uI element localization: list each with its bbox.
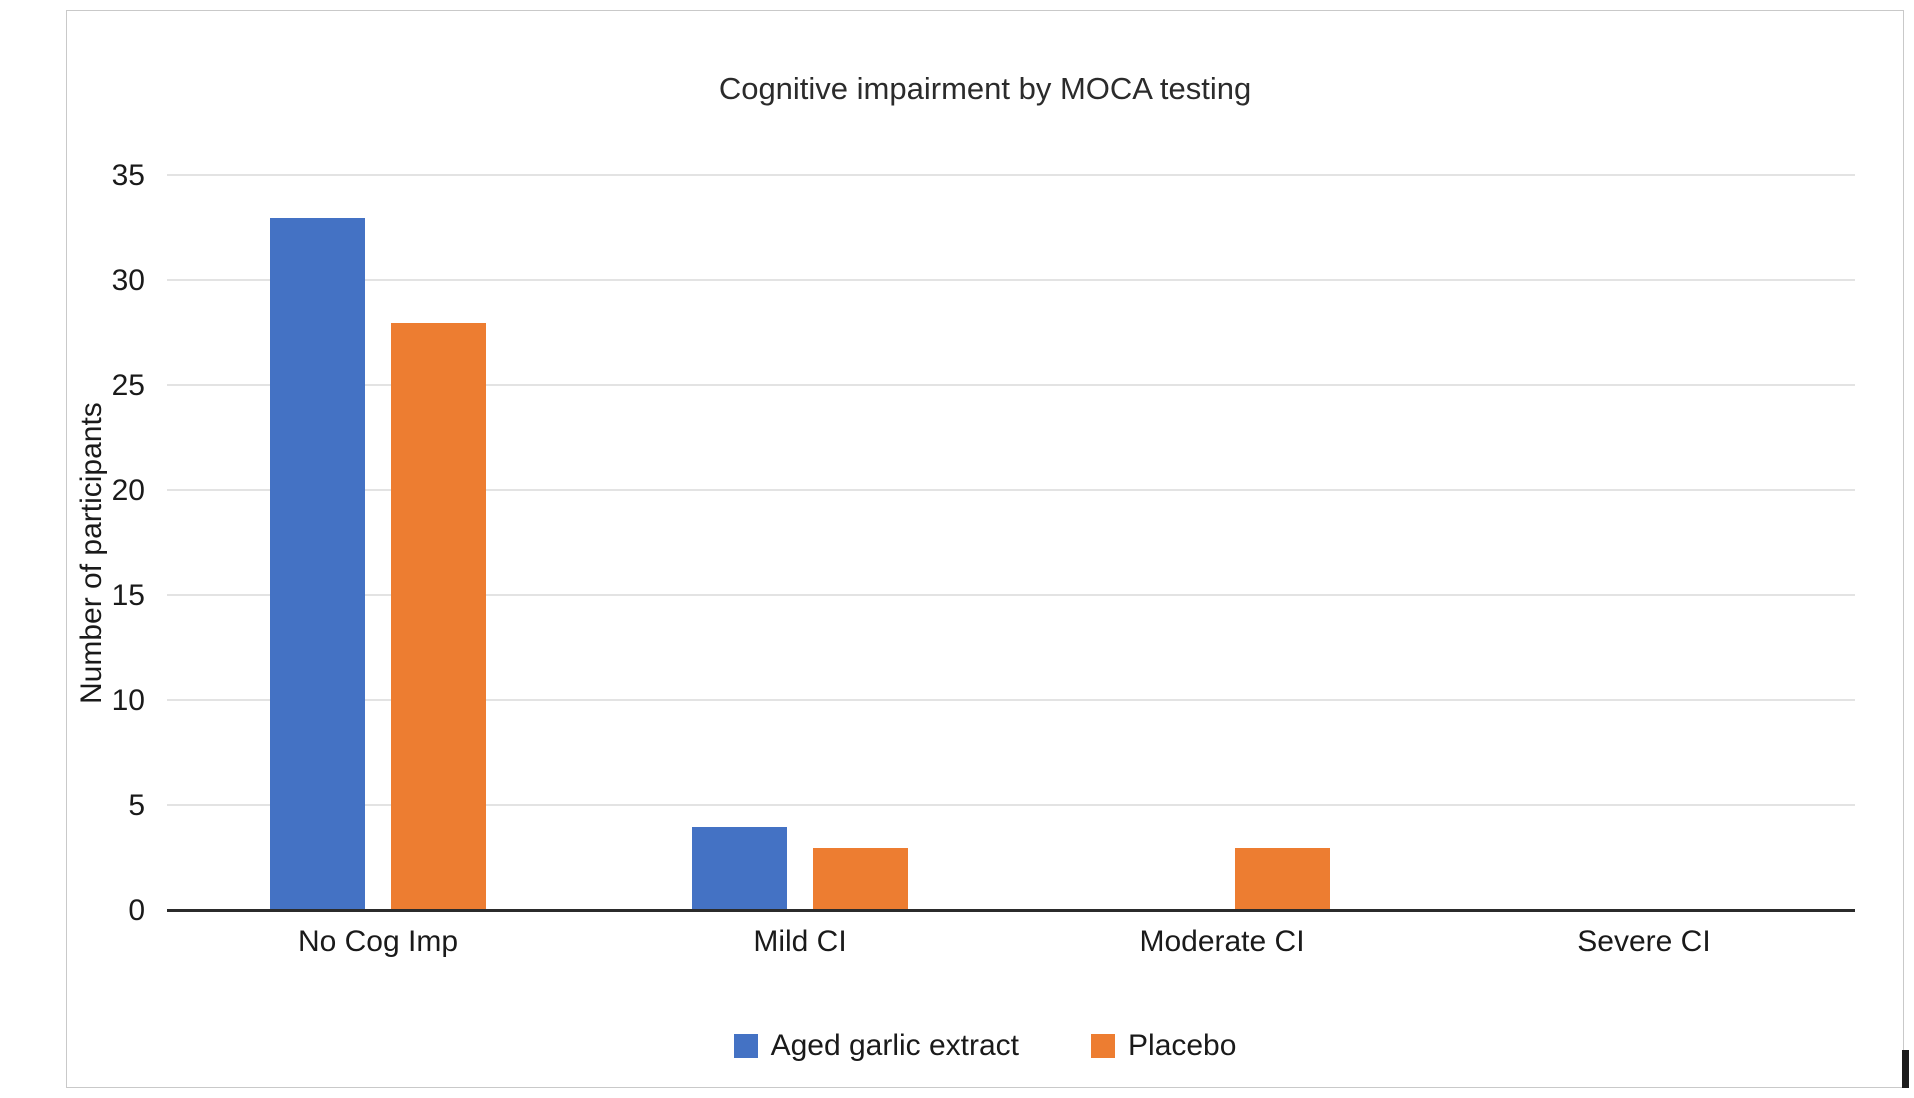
bar-group — [1011, 176, 1433, 911]
bar — [1235, 848, 1330, 911]
legend-label: Aged garlic extract — [770, 1029, 1020, 1062]
x-axis-line — [167, 909, 1855, 912]
x-axis-label: Severe CI — [1577, 925, 1711, 958]
bar-group — [167, 176, 589, 911]
plot-area: 0 5 10 15 20 25 30 35 — [112, 159, 1855, 927]
legend-item: Placebo — [1091, 1029, 1236, 1063]
legend: Aged garlic extract Placebo — [67, 1029, 1903, 1063]
y-tick-label: 15 — [111, 579, 145, 612]
y-axis-title: Number of participants — [75, 402, 108, 705]
legend-label: Placebo — [1128, 1029, 1237, 1062]
y-tick-label: 25 — [111, 369, 145, 402]
y-tick-label: 5 — [128, 789, 145, 822]
screen-artifact — [1902, 1050, 1909, 1088]
bar-group — [589, 176, 1011, 911]
y-tick-label: 10 — [111, 684, 145, 717]
y-tick-label: 35 — [111, 159, 145, 192]
y-tick-label: 20 — [111, 474, 145, 507]
y-tick-label: 0 — [128, 894, 145, 927]
x-axis-label: Mild CI — [753, 925, 847, 958]
legend-swatch — [1091, 1034, 1116, 1058]
gridline — [167, 594, 1855, 596]
legend-item: Aged garlic extract — [733, 1029, 1020, 1063]
legend-swatch — [733, 1034, 758, 1058]
bar — [813, 848, 908, 911]
x-axis-labels: No Cog Imp Mild CI Moderate CI Severe CI — [167, 925, 1855, 959]
bar — [270, 218, 365, 911]
bar — [391, 323, 486, 911]
chart-title: Cognitive impairment by MOCA testing — [718, 71, 1252, 106]
gridline — [167, 699, 1855, 701]
gridline — [167, 489, 1855, 491]
y-tick-label: 30 — [111, 264, 145, 297]
gridline — [167, 279, 1855, 281]
x-axis-label: No Cog Imp — [297, 925, 459, 958]
gridline — [167, 174, 1855, 176]
bars-layer — [167, 176, 1855, 911]
gridline — [167, 804, 1855, 806]
bar-group — [1433, 176, 1855, 911]
gridline — [167, 384, 1855, 386]
x-axis-label: Moderate CI — [1139, 925, 1305, 958]
bar — [692, 827, 787, 911]
chart-frame: Cognitive impairment by MOCA testing Num… — [66, 10, 1904, 1088]
